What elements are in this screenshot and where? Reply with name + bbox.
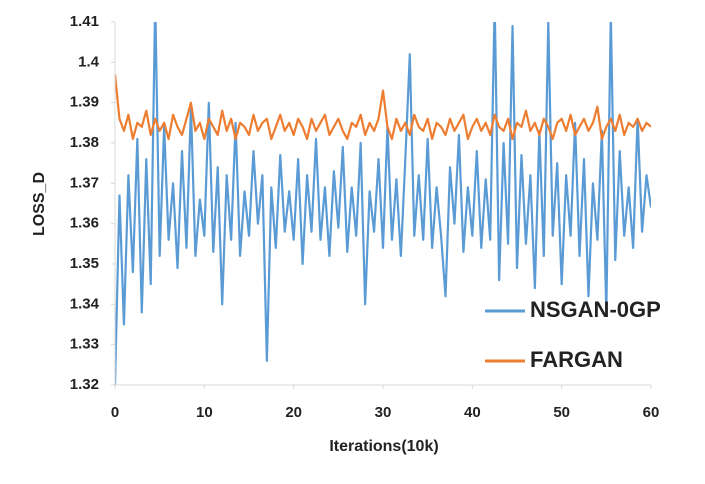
y-tick-label: 1.33 [70, 336, 99, 353]
y-tick-label: 1.34 [70, 295, 100, 312]
y-tick-label: 1.4 [78, 53, 100, 70]
x-tick-label: 40 [464, 404, 481, 421]
y-tick-label: 1.37 [70, 174, 99, 191]
x-tick-label: 30 [375, 404, 392, 421]
x-tick-label: 50 [553, 404, 570, 421]
y-tick-label: 1.39 [70, 94, 99, 111]
legend-label: FARGAN [530, 347, 623, 372]
x-tick-label: 10 [196, 404, 213, 421]
x-tick-label: 0 [111, 404, 119, 421]
x-axis-label: Iterations(10k) [329, 438, 438, 455]
legend-label: NSGAN-0GP [530, 297, 661, 322]
x-tick-label: 60 [643, 404, 660, 421]
series-line [115, 22, 651, 385]
y-tick-label: 1.32 [70, 376, 99, 393]
y-axis-label: LOSS_D [31, 172, 48, 236]
x-tick-label: 20 [285, 404, 302, 421]
plot-area [115, 22, 651, 385]
series-line [115, 74, 651, 141]
y-tick-label: 1.38 [70, 134, 99, 151]
y-tick-label: 1.36 [70, 215, 99, 232]
y-tick-label: 1.35 [70, 255, 99, 272]
y-tick-label: 1.41 [70, 13, 99, 30]
